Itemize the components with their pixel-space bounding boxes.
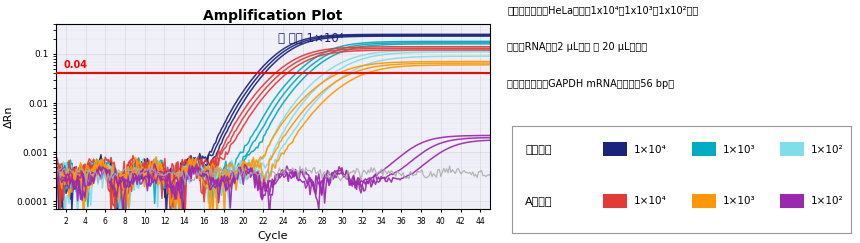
Text: 【増幅対象】：GAPDH mRNAの一部（56 bp）: 【増幅対象】：GAPDH mRNAの一部（56 bp） bbox=[507, 79, 674, 89]
Y-axis label: ΔRn: ΔRn bbox=[3, 105, 14, 128]
Text: 1×10²: 1×10² bbox=[811, 196, 844, 206]
Text: 本 品： 1×10⁴: 本 品： 1×10⁴ bbox=[278, 32, 343, 44]
Text: A社品：: A社品： bbox=[525, 196, 553, 206]
Bar bbox=[780, 142, 804, 156]
Bar bbox=[691, 142, 716, 156]
Bar bbox=[604, 194, 627, 208]
Text: 本　品：: 本 品： bbox=[525, 145, 552, 155]
X-axis label: Cycle: Cycle bbox=[258, 231, 288, 241]
Text: 【鋳型RNA】：2 μL添加 ／ 20 μL反応系: 【鋳型RNA】：2 μL添加 ／ 20 μL反応系 bbox=[507, 42, 648, 52]
Text: 1×10⁴: 1×10⁴ bbox=[634, 196, 666, 206]
Bar bbox=[604, 142, 627, 156]
Bar bbox=[691, 194, 716, 208]
Bar bbox=[780, 194, 804, 208]
Title: Amplification Plot: Amplification Plot bbox=[203, 9, 343, 23]
Text: 1×10³: 1×10³ bbox=[722, 196, 755, 206]
Text: 【抽出試料】：HeLa細胞（1x10⁴、1x10³、1x10²個）: 【抽出試料】：HeLa細胞（1x10⁴、1x10³、1x10²個） bbox=[507, 5, 698, 15]
Text: 1×10⁴: 1×10⁴ bbox=[634, 145, 666, 155]
Text: 0.04: 0.04 bbox=[64, 60, 88, 70]
Text: 1×10³: 1×10³ bbox=[722, 145, 755, 155]
Text: 1×10²: 1×10² bbox=[811, 145, 844, 155]
